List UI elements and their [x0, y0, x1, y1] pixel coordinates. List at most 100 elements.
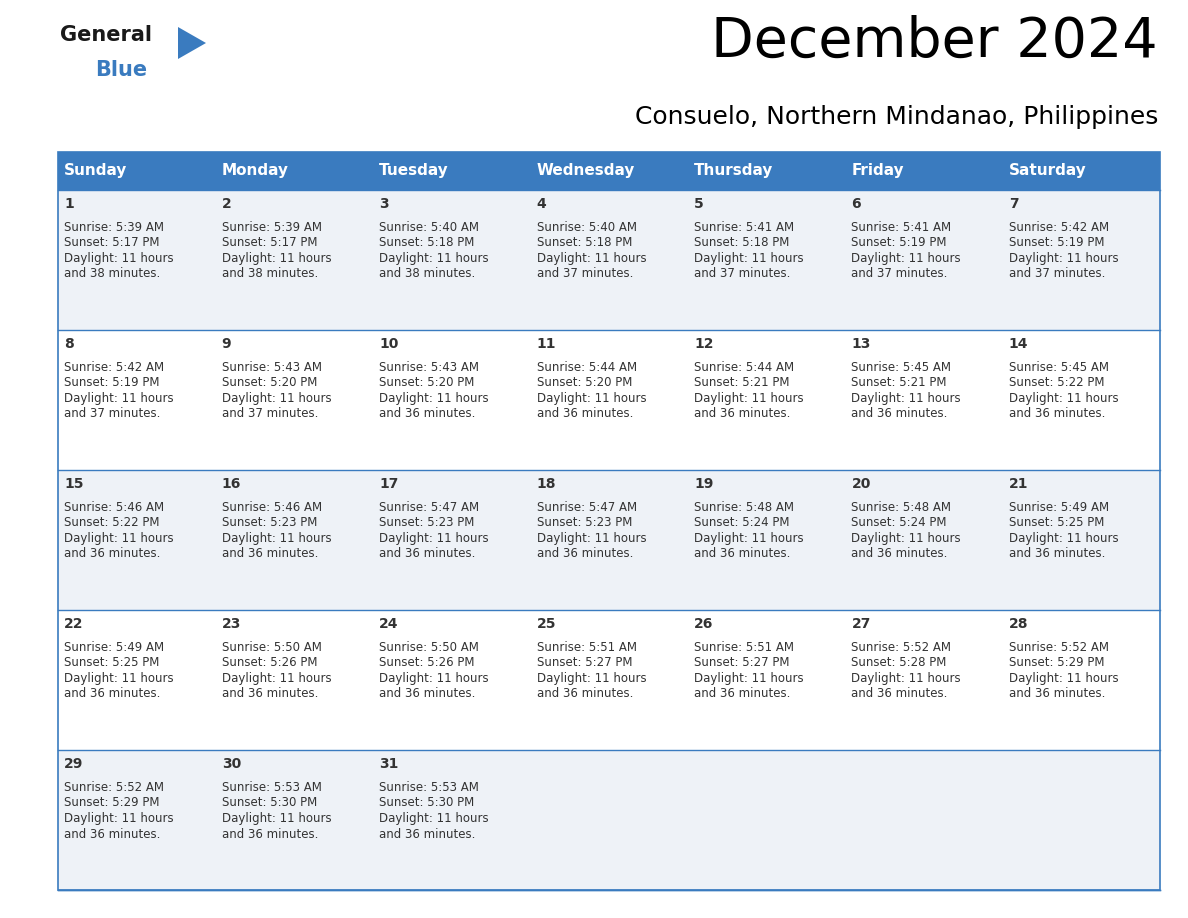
Text: Daylight: 11 hours: Daylight: 11 hours: [852, 252, 961, 265]
Text: Saturday: Saturday: [1009, 163, 1087, 178]
Text: 11: 11: [537, 337, 556, 351]
Text: and 37 minutes.: and 37 minutes.: [852, 267, 948, 281]
Bar: [58, 152, 1159, 890]
Text: Sunset: 5:19 PM: Sunset: 5:19 PM: [1009, 237, 1105, 250]
Text: 20: 20: [852, 477, 871, 491]
Text: Sunset: 5:26 PM: Sunset: 5:26 PM: [222, 656, 317, 669]
Text: Daylight: 11 hours: Daylight: 11 hours: [222, 812, 331, 825]
Text: Sunset: 5:19 PM: Sunset: 5:19 PM: [64, 376, 160, 389]
Text: 9: 9: [222, 337, 232, 351]
Text: Sunset: 5:18 PM: Sunset: 5:18 PM: [694, 237, 789, 250]
Bar: [58, 750, 1159, 890]
Text: Sunrise: 5:49 AM: Sunrise: 5:49 AM: [64, 641, 164, 654]
Text: and 36 minutes.: and 36 minutes.: [694, 547, 790, 561]
Text: and 36 minutes.: and 36 minutes.: [379, 827, 475, 841]
Text: and 36 minutes.: and 36 minutes.: [537, 688, 633, 700]
Text: and 37 minutes.: and 37 minutes.: [222, 408, 318, 420]
Text: Daylight: 11 hours: Daylight: 11 hours: [1009, 252, 1118, 265]
Text: 12: 12: [694, 337, 714, 351]
Text: Sunrise: 5:41 AM: Sunrise: 5:41 AM: [694, 221, 794, 234]
Text: Sunrise: 5:44 AM: Sunrise: 5:44 AM: [537, 361, 637, 374]
Text: 5: 5: [694, 197, 703, 211]
Text: Daylight: 11 hours: Daylight: 11 hours: [537, 252, 646, 265]
Text: Sunset: 5:26 PM: Sunset: 5:26 PM: [379, 656, 475, 669]
Text: Friday: Friday: [852, 163, 904, 178]
Text: 31: 31: [379, 757, 398, 771]
Text: 27: 27: [852, 617, 871, 631]
Text: Daylight: 11 hours: Daylight: 11 hours: [694, 252, 803, 265]
Text: Sunset: 5:30 PM: Sunset: 5:30 PM: [222, 797, 317, 810]
Text: Daylight: 11 hours: Daylight: 11 hours: [852, 392, 961, 405]
Text: Sunrise: 5:48 AM: Sunrise: 5:48 AM: [852, 501, 952, 514]
Text: and 36 minutes.: and 36 minutes.: [694, 408, 790, 420]
Text: Sunset: 5:30 PM: Sunset: 5:30 PM: [379, 797, 474, 810]
Text: Sunrise: 5:51 AM: Sunrise: 5:51 AM: [694, 641, 794, 654]
Text: Sunset: 5:23 PM: Sunset: 5:23 PM: [379, 517, 474, 530]
Text: Sunset: 5:21 PM: Sunset: 5:21 PM: [694, 376, 790, 389]
Text: 16: 16: [222, 477, 241, 491]
Text: 30: 30: [222, 757, 241, 771]
Text: Sunrise: 5:46 AM: Sunrise: 5:46 AM: [222, 501, 322, 514]
Text: Sunrise: 5:52 AM: Sunrise: 5:52 AM: [64, 781, 164, 794]
Text: Sunrise: 5:52 AM: Sunrise: 5:52 AM: [1009, 641, 1108, 654]
Text: Daylight: 11 hours: Daylight: 11 hours: [537, 532, 646, 545]
Text: Daylight: 11 hours: Daylight: 11 hours: [852, 532, 961, 545]
Text: 23: 23: [222, 617, 241, 631]
Text: 19: 19: [694, 477, 713, 491]
Text: Daylight: 11 hours: Daylight: 11 hours: [64, 252, 173, 265]
Text: Sunrise: 5:44 AM: Sunrise: 5:44 AM: [694, 361, 794, 374]
Text: Daylight: 11 hours: Daylight: 11 hours: [379, 252, 488, 265]
Text: Sunset: 5:22 PM: Sunset: 5:22 PM: [1009, 376, 1105, 389]
Text: 10: 10: [379, 337, 398, 351]
Text: Daylight: 11 hours: Daylight: 11 hours: [64, 392, 173, 405]
Text: 18: 18: [537, 477, 556, 491]
Text: Sunset: 5:28 PM: Sunset: 5:28 PM: [852, 656, 947, 669]
Text: 17: 17: [379, 477, 398, 491]
Text: and 36 minutes.: and 36 minutes.: [222, 688, 318, 700]
Text: Sunrise: 5:39 AM: Sunrise: 5:39 AM: [64, 221, 164, 234]
Text: 1: 1: [64, 197, 74, 211]
Text: and 36 minutes.: and 36 minutes.: [694, 688, 790, 700]
Text: Sunset: 5:29 PM: Sunset: 5:29 PM: [64, 797, 160, 810]
Text: Sunrise: 5:41 AM: Sunrise: 5:41 AM: [852, 221, 952, 234]
Text: Sunrise: 5:52 AM: Sunrise: 5:52 AM: [852, 641, 952, 654]
Text: Sunset: 5:20 PM: Sunset: 5:20 PM: [379, 376, 474, 389]
Text: Daylight: 11 hours: Daylight: 11 hours: [222, 392, 331, 405]
Text: Daylight: 11 hours: Daylight: 11 hours: [537, 392, 646, 405]
Text: Sunrise: 5:43 AM: Sunrise: 5:43 AM: [379, 361, 479, 374]
Text: Daylight: 11 hours: Daylight: 11 hours: [537, 672, 646, 685]
Text: 15: 15: [64, 477, 84, 491]
Bar: [58, 610, 1159, 750]
Text: and 36 minutes.: and 36 minutes.: [64, 688, 160, 700]
Text: and 36 minutes.: and 36 minutes.: [379, 547, 475, 561]
Text: 13: 13: [852, 337, 871, 351]
Text: Sunset: 5:19 PM: Sunset: 5:19 PM: [852, 237, 947, 250]
Text: Sunset: 5:20 PM: Sunset: 5:20 PM: [537, 376, 632, 389]
Text: Daylight: 11 hours: Daylight: 11 hours: [222, 252, 331, 265]
Text: Daylight: 11 hours: Daylight: 11 hours: [222, 532, 331, 545]
Text: Sunset: 5:22 PM: Sunset: 5:22 PM: [64, 517, 160, 530]
Text: Sunrise: 5:42 AM: Sunrise: 5:42 AM: [64, 361, 164, 374]
Text: Sunrise: 5:45 AM: Sunrise: 5:45 AM: [1009, 361, 1108, 374]
Bar: [58, 330, 1159, 470]
Text: Sunset: 5:23 PM: Sunset: 5:23 PM: [537, 517, 632, 530]
Text: Sunrise: 5:48 AM: Sunrise: 5:48 AM: [694, 501, 794, 514]
Text: 22: 22: [64, 617, 84, 631]
Text: Sunset: 5:24 PM: Sunset: 5:24 PM: [852, 517, 947, 530]
Text: Daylight: 11 hours: Daylight: 11 hours: [379, 812, 488, 825]
Text: and 36 minutes.: and 36 minutes.: [379, 408, 475, 420]
Text: Sunrise: 5:47 AM: Sunrise: 5:47 AM: [537, 501, 637, 514]
Bar: [58, 470, 1159, 610]
Text: Sunset: 5:27 PM: Sunset: 5:27 PM: [537, 656, 632, 669]
Text: and 37 minutes.: and 37 minutes.: [694, 267, 790, 281]
Text: Daylight: 11 hours: Daylight: 11 hours: [694, 392, 803, 405]
Text: Daylight: 11 hours: Daylight: 11 hours: [222, 672, 331, 685]
Text: Wednesday: Wednesday: [537, 163, 634, 178]
Text: Monday: Monday: [222, 163, 289, 178]
Text: Sunrise: 5:50 AM: Sunrise: 5:50 AM: [222, 641, 322, 654]
Text: 25: 25: [537, 617, 556, 631]
Text: Daylight: 11 hours: Daylight: 11 hours: [64, 812, 173, 825]
Text: and 36 minutes.: and 36 minutes.: [64, 827, 160, 841]
Bar: [58, 190, 1159, 330]
Text: Sunrise: 5:51 AM: Sunrise: 5:51 AM: [537, 641, 637, 654]
